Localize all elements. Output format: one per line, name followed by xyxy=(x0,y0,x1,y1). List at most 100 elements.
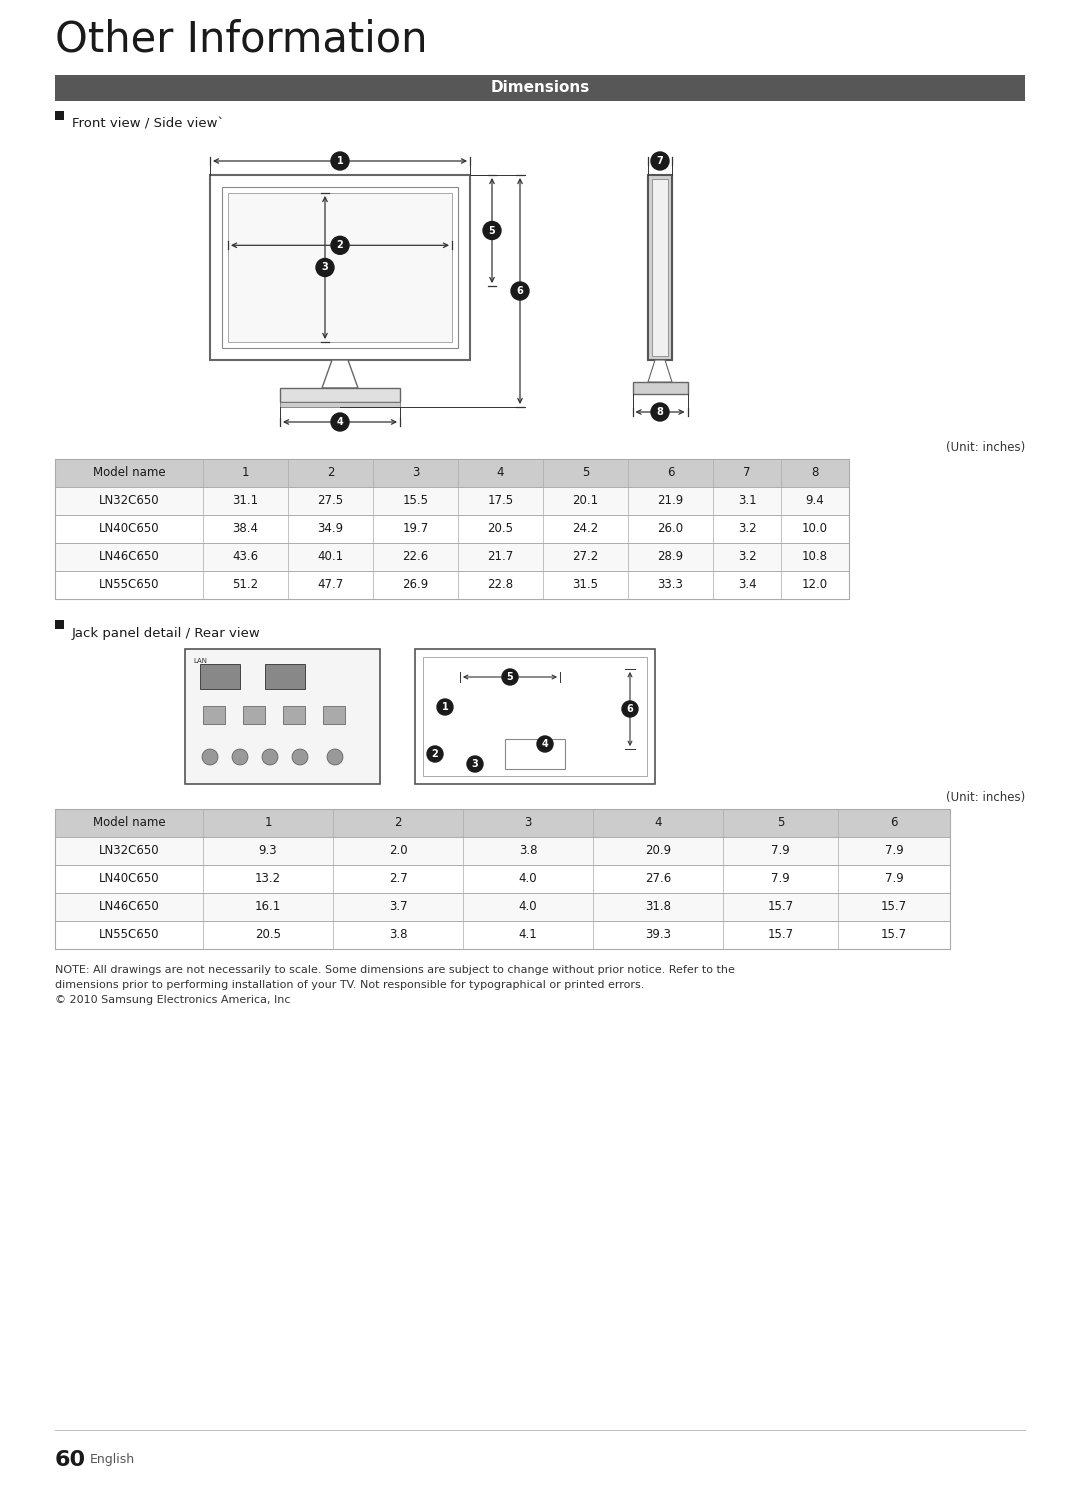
Bar xyxy=(185,648,380,784)
Circle shape xyxy=(316,258,334,276)
Text: 8: 8 xyxy=(811,466,819,480)
Text: 22.6: 22.6 xyxy=(403,550,429,563)
Bar xyxy=(323,707,345,725)
Bar xyxy=(203,707,225,725)
Bar xyxy=(55,837,950,865)
Bar xyxy=(55,808,950,949)
Text: 2: 2 xyxy=(327,466,334,480)
Circle shape xyxy=(232,748,248,765)
Text: 20.5: 20.5 xyxy=(487,523,513,535)
Bar xyxy=(55,459,849,599)
Text: 28.9: 28.9 xyxy=(658,550,684,563)
Text: 27.5: 27.5 xyxy=(318,495,343,508)
Bar xyxy=(415,648,654,784)
Text: 17.5: 17.5 xyxy=(487,495,514,508)
Circle shape xyxy=(437,699,453,716)
Text: 22.8: 22.8 xyxy=(487,578,514,592)
Text: LN46C650: LN46C650 xyxy=(98,550,160,563)
Text: 16.1: 16.1 xyxy=(255,901,281,913)
Text: 39.3: 39.3 xyxy=(645,928,671,941)
Text: 3.2: 3.2 xyxy=(738,550,756,563)
Bar xyxy=(283,707,305,725)
Text: LN40C650: LN40C650 xyxy=(98,523,160,535)
Text: 8: 8 xyxy=(657,406,663,417)
Text: Model name: Model name xyxy=(93,466,165,480)
Text: 9.3: 9.3 xyxy=(259,844,278,858)
Text: 7: 7 xyxy=(657,155,663,166)
Text: 3.8: 3.8 xyxy=(518,844,537,858)
Text: 5: 5 xyxy=(507,672,513,681)
Text: 6: 6 xyxy=(666,466,674,480)
Text: 5: 5 xyxy=(582,466,590,480)
Bar xyxy=(55,75,1025,102)
Text: Other Information: Other Information xyxy=(55,18,428,60)
Text: 4: 4 xyxy=(654,817,662,829)
Text: Model name: Model name xyxy=(93,817,165,829)
Circle shape xyxy=(537,737,553,751)
Circle shape xyxy=(511,282,529,300)
Circle shape xyxy=(651,403,669,421)
Text: 3.2: 3.2 xyxy=(738,523,756,535)
Text: 3: 3 xyxy=(472,759,478,769)
Bar xyxy=(55,459,849,487)
Text: NOTE: All drawings are not necessarily to scale. Some dimensions are subject to : NOTE: All drawings are not necessarily t… xyxy=(55,965,734,1004)
Text: 2.0: 2.0 xyxy=(389,844,407,858)
Bar xyxy=(280,388,400,402)
Text: 20.9: 20.9 xyxy=(645,844,671,858)
Text: 15.7: 15.7 xyxy=(768,901,794,913)
Text: 7.9: 7.9 xyxy=(885,872,903,886)
Text: 7.9: 7.9 xyxy=(771,844,789,858)
Bar xyxy=(55,808,950,837)
Bar xyxy=(222,187,458,348)
Text: 60: 60 xyxy=(55,1451,86,1470)
Bar xyxy=(505,740,565,769)
Text: 2: 2 xyxy=(432,748,438,759)
Text: Jack panel detail / Rear view: Jack panel detail / Rear view xyxy=(72,626,260,639)
Text: 47.7: 47.7 xyxy=(318,578,343,592)
Text: 19.7: 19.7 xyxy=(403,523,429,535)
Text: 31.5: 31.5 xyxy=(572,578,598,592)
Text: 34.9: 34.9 xyxy=(318,523,343,535)
Text: 2.7: 2.7 xyxy=(389,872,407,886)
Bar xyxy=(55,571,849,599)
Circle shape xyxy=(427,746,443,762)
Text: 7.9: 7.9 xyxy=(885,844,903,858)
Text: 3: 3 xyxy=(524,817,531,829)
Text: 4: 4 xyxy=(337,417,343,427)
Text: 4: 4 xyxy=(497,466,504,480)
Bar xyxy=(55,865,950,893)
Text: 1: 1 xyxy=(337,155,343,166)
Text: 21.9: 21.9 xyxy=(658,495,684,508)
Bar xyxy=(55,111,64,120)
Circle shape xyxy=(502,669,518,686)
Bar xyxy=(55,487,849,515)
Text: LN32C650: LN32C650 xyxy=(98,844,160,858)
Text: LN32C650: LN32C650 xyxy=(98,495,160,508)
Bar xyxy=(55,620,64,629)
Text: 4.1: 4.1 xyxy=(518,928,538,941)
Circle shape xyxy=(330,152,349,170)
Text: 6: 6 xyxy=(516,285,524,296)
Text: 40.1: 40.1 xyxy=(318,550,343,563)
Text: 1: 1 xyxy=(442,702,448,713)
Text: 21.7: 21.7 xyxy=(487,550,514,563)
Text: 26.9: 26.9 xyxy=(403,578,429,592)
Text: 3.8: 3.8 xyxy=(389,928,407,941)
Text: 33.3: 33.3 xyxy=(658,578,684,592)
Circle shape xyxy=(202,748,218,765)
Circle shape xyxy=(330,236,349,254)
Circle shape xyxy=(651,152,669,170)
Text: 3.7: 3.7 xyxy=(389,901,407,913)
Circle shape xyxy=(292,748,308,765)
Text: 3: 3 xyxy=(411,466,419,480)
Text: English: English xyxy=(90,1454,135,1467)
Text: LN55C650: LN55C650 xyxy=(98,928,159,941)
Text: 7.9: 7.9 xyxy=(771,872,789,886)
Text: 27.2: 27.2 xyxy=(572,550,598,563)
Text: 24.2: 24.2 xyxy=(572,523,598,535)
Text: LN46C650: LN46C650 xyxy=(98,901,160,913)
Text: 3.1: 3.1 xyxy=(738,495,756,508)
Bar xyxy=(55,893,950,920)
Text: 15.5: 15.5 xyxy=(403,495,429,508)
Circle shape xyxy=(483,221,501,239)
